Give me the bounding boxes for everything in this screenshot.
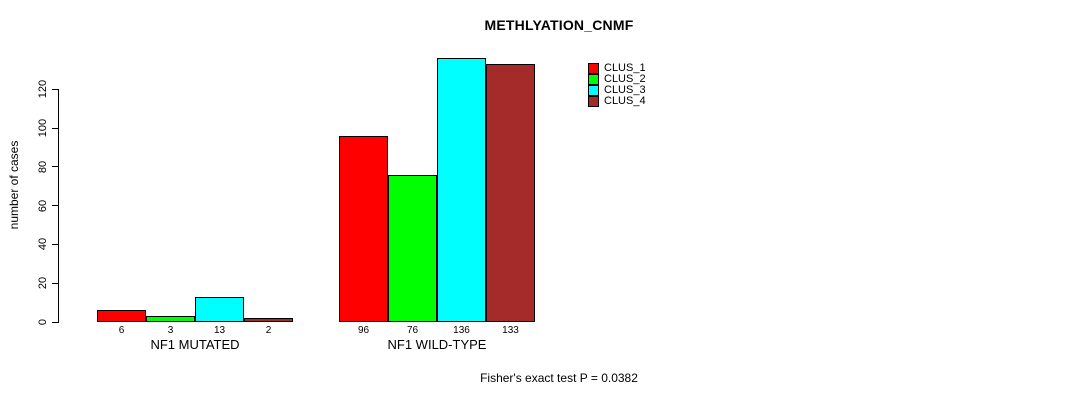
bar-value-label: 13 xyxy=(213,325,226,336)
legend-item-clus_2: CLUS_2 xyxy=(588,74,646,85)
legend-swatch-icon xyxy=(588,96,599,107)
bar-value-label: 3 xyxy=(167,325,174,336)
bar-clus_1 xyxy=(339,135,388,322)
bar-value-label: 96 xyxy=(357,325,370,336)
bar-value-label: 133 xyxy=(502,325,519,336)
y-tick xyxy=(52,321,58,323)
bar-value-label: 6 xyxy=(118,325,125,336)
y-tick-label: 100 xyxy=(37,118,49,138)
bar-clus_2 xyxy=(388,174,437,322)
bar-value-label: 136 xyxy=(453,325,470,336)
y-tick-label: 40 xyxy=(37,238,49,251)
legend-label: CLUS_2 xyxy=(604,73,646,85)
y-tick xyxy=(52,127,58,129)
y-axis-line xyxy=(58,89,59,323)
bar-clus_4 xyxy=(486,63,535,322)
bar-clus_4 xyxy=(244,318,293,322)
y-tick xyxy=(52,166,58,168)
legend-item-clus_3: CLUS_3 xyxy=(588,85,646,96)
y-tick xyxy=(52,205,58,207)
chart-title: METHLYATION_CNMF xyxy=(484,17,634,33)
legend-label: CLUS_3 xyxy=(604,84,646,96)
x-group-label: NF1 MUTATED xyxy=(150,337,240,352)
legend-swatch-icon xyxy=(588,85,599,96)
y-tick xyxy=(52,282,58,284)
bar-clus_2 xyxy=(146,316,195,322)
y-tick-label: 120 xyxy=(37,80,49,99)
y-tick-label: 80 xyxy=(37,160,49,173)
y-tick-label: 0 xyxy=(37,318,49,326)
bar-clus_3 xyxy=(437,58,486,322)
legend-swatch-icon xyxy=(588,63,599,74)
y-tick xyxy=(52,243,58,245)
legend-label: CLUS_4 xyxy=(604,95,646,107)
x-group-label: NF1 WILD-TYPE xyxy=(387,337,487,352)
legend-item-clus_4: CLUS_4 xyxy=(588,96,646,107)
bar-value-label: 76 xyxy=(406,325,419,336)
legend-label: CLUS_1 xyxy=(604,62,646,74)
y-tick-label: 60 xyxy=(37,199,49,212)
bar-clus_1 xyxy=(97,310,146,322)
bar-clus_3 xyxy=(195,296,244,322)
y-tick-label: 20 xyxy=(37,277,49,290)
bar-value-label: 2 xyxy=(265,325,272,336)
legend-swatch-icon xyxy=(588,74,599,85)
legend-item-clus_1: CLUS_1 xyxy=(588,63,646,74)
y-tick xyxy=(52,88,58,90)
footer-note: Fisher's exact test P = 0.0382 xyxy=(480,371,638,385)
legend: CLUS_1 CLUS_2 CLUS_3 CLUS_4 xyxy=(588,63,646,107)
